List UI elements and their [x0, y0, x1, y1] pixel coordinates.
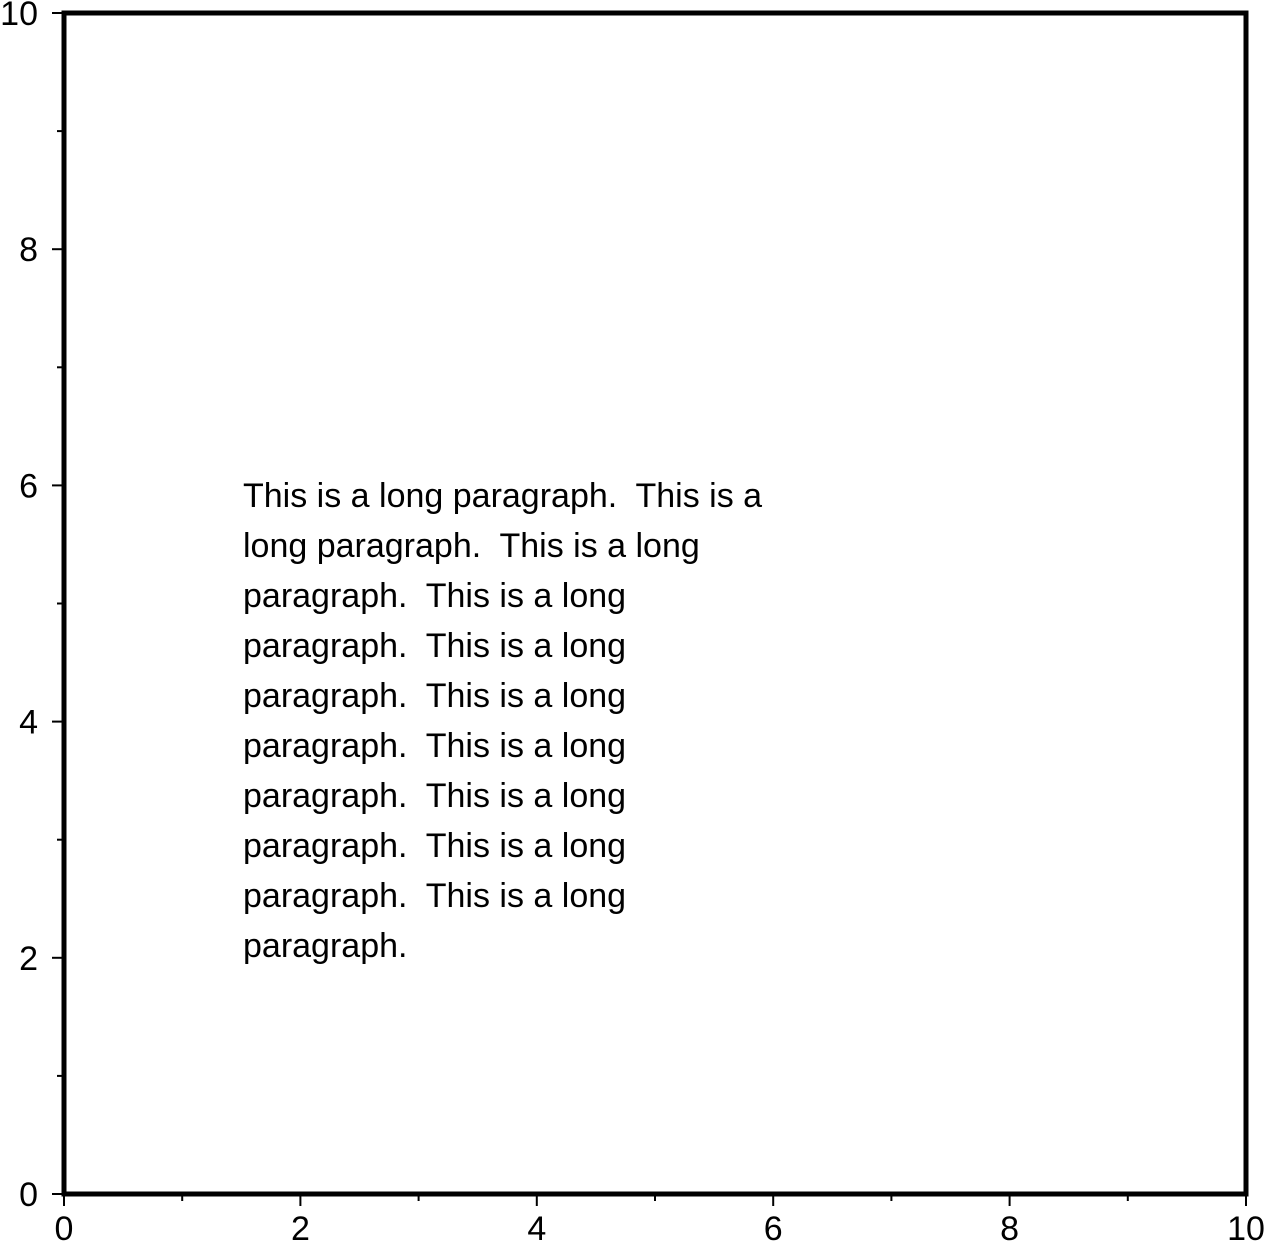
- y-tick-label: 4: [19, 704, 38, 742]
- x-tick-label: 0: [55, 1210, 74, 1248]
- annotation-line: long paragraph. This is a long: [243, 527, 700, 565]
- annotation-line: paragraph. This is a long: [243, 777, 626, 815]
- x-tick-label: 6: [764, 1210, 783, 1248]
- y-tick-label: 6: [19, 467, 38, 505]
- annotation-line: paragraph. This is a long: [243, 627, 626, 665]
- annotation-line: paragraph. This is a long: [243, 677, 626, 715]
- annotation-line: paragraph. This is a long: [243, 727, 626, 765]
- annotation-line: paragraph. This is a long: [243, 577, 626, 615]
- x-tick-label: 2: [291, 1210, 310, 1248]
- annotation-line: paragraph. This is a long: [243, 827, 626, 865]
- y-tick-label: 2: [19, 940, 38, 978]
- y-tick-label: 8: [19, 231, 38, 269]
- plot-frame: [61, 10, 1249, 1197]
- y-tick-label: 0: [19, 1176, 38, 1214]
- y-tick-label: 10: [0, 0, 38, 33]
- x-tick-label: 10: [1227, 1210, 1265, 1248]
- x-tick-label: 8: [1000, 1210, 1019, 1248]
- annotation-line: paragraph.: [243, 927, 407, 965]
- annotation-line: This is a long paragraph. This is a: [243, 477, 762, 515]
- x-tick-label: 4: [527, 1210, 546, 1248]
- annotation-line: paragraph. This is a long: [243, 877, 626, 915]
